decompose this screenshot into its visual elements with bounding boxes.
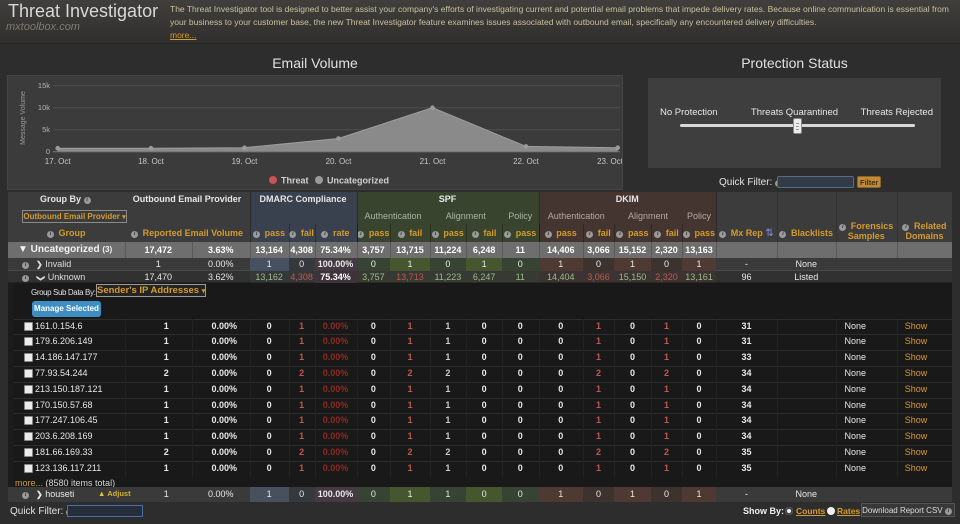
svg-text:Threat: Threat — [281, 176, 309, 186]
svg-text:Uncategorized: Uncategorized — [327, 176, 389, 186]
svg-text:23. Oct: 23. Oct — [597, 157, 622, 166]
svg-text:22. Oct: 22. Oct — [513, 157, 540, 166]
svg-text:5k: 5k — [42, 125, 50, 134]
svg-text:21. Oct: 21. Oct — [420, 157, 447, 166]
svg-text:10k: 10k — [38, 103, 50, 112]
svg-text:0: 0 — [46, 147, 50, 156]
svg-text:17. Oct: 17. Oct — [45, 157, 72, 166]
svg-text:15k: 15k — [38, 81, 50, 90]
svg-text:Message Volume: Message Volume — [20, 91, 27, 145]
svg-text:19. Oct: 19. Oct — [232, 157, 259, 166]
svg-text:18. Oct: 18. Oct — [138, 157, 165, 166]
svg-text:20. Oct: 20. Oct — [326, 157, 353, 166]
